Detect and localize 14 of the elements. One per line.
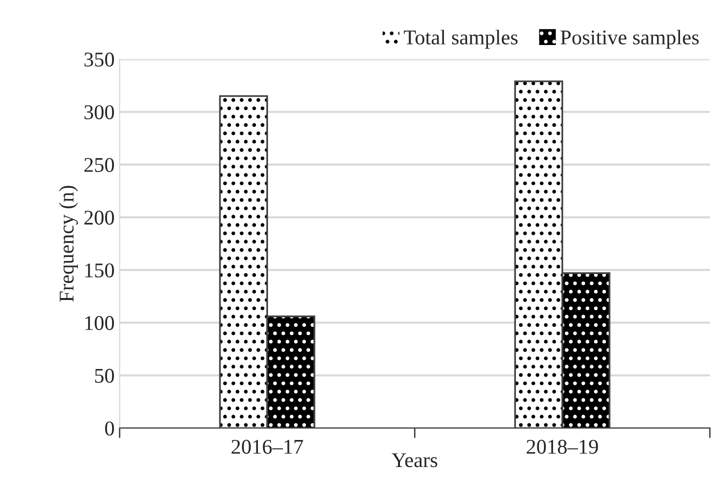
y-tick-label: 300 xyxy=(84,105,114,120)
legend-label: Positive samples xyxy=(560,30,699,49)
y-tick-label: 150 xyxy=(85,263,114,278)
y-tick-label: 50 xyxy=(95,368,114,383)
y-tick-label: 200 xyxy=(84,210,114,225)
x-tick-label: 2016–17 xyxy=(232,440,304,454)
y-axis-title: Frequency (n) xyxy=(59,186,78,302)
x-tick-label: 2018–19 xyxy=(526,440,598,454)
y-tick-label: 350 xyxy=(84,52,114,67)
y-tick-label: 100 xyxy=(85,316,114,330)
x-axis-title: Years xyxy=(392,453,438,468)
legend-label: Total samples xyxy=(404,30,518,49)
y-tick-label: 0 xyxy=(105,421,114,436)
y-tick-label: 250 xyxy=(84,158,114,172)
